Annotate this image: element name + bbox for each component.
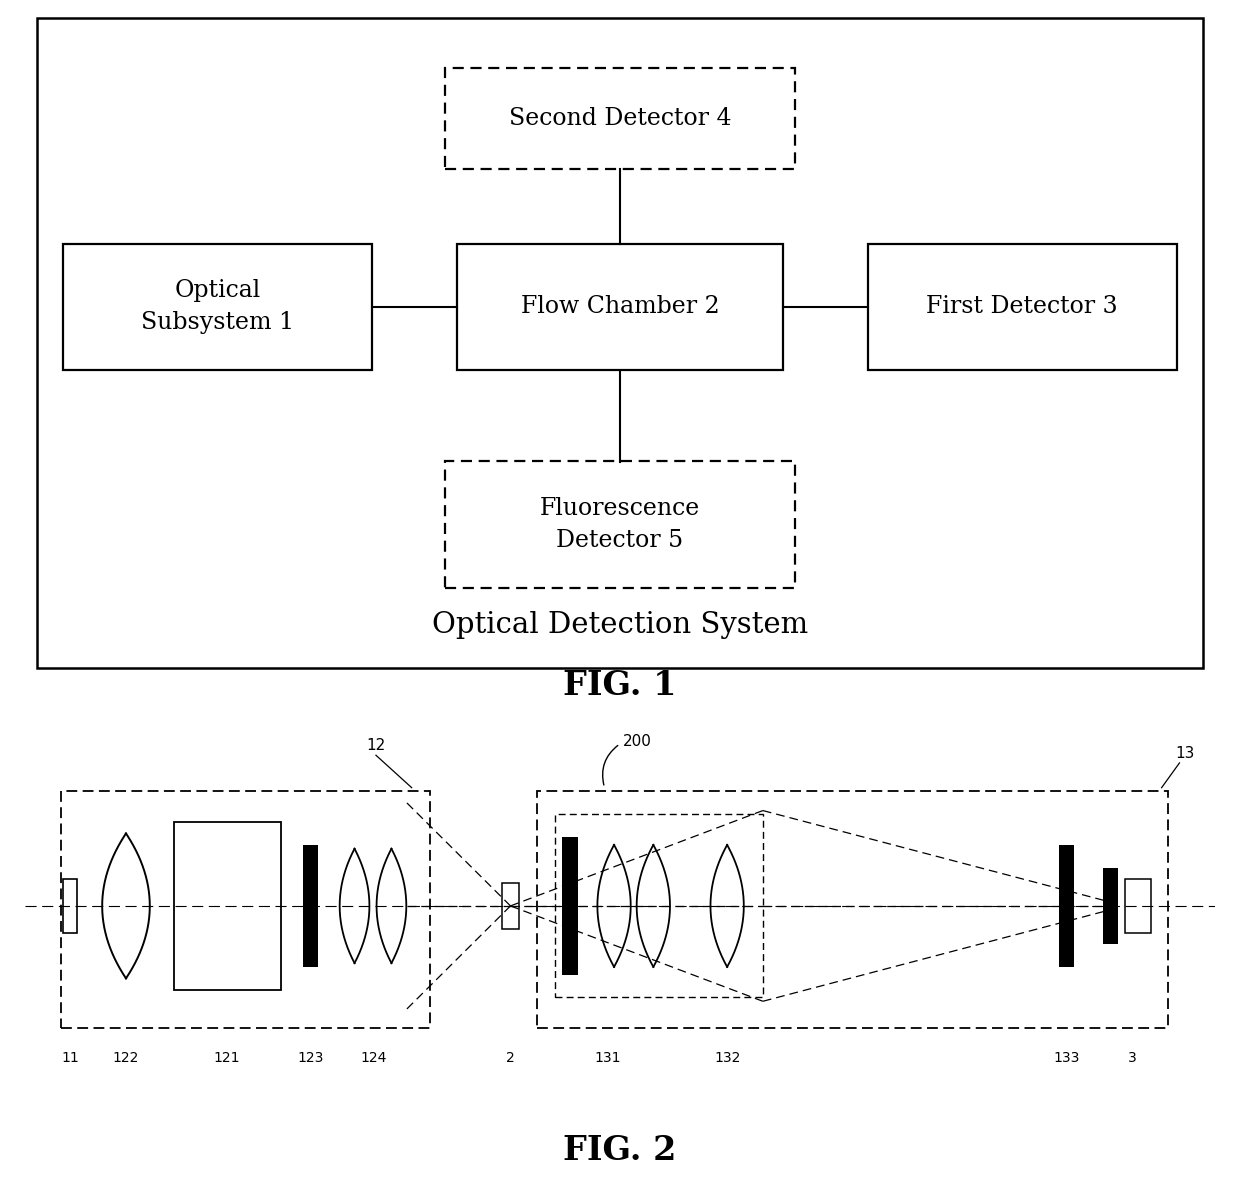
Text: Optical Detection System: Optical Detection System (432, 611, 808, 639)
Bar (456, 243, 784, 371)
Text: 2: 2 (506, 1051, 515, 1066)
Text: FIG. 2: FIG. 2 (563, 1134, 677, 1167)
Text: 122: 122 (113, 1051, 139, 1066)
Text: First Detector 3: First Detector 3 (926, 296, 1118, 318)
Text: FIG. 1: FIG. 1 (563, 669, 677, 702)
Bar (445, 68, 795, 169)
Bar (1059, 845, 1074, 967)
Bar (554, 814, 763, 998)
Bar (445, 461, 795, 588)
Text: Second Detector 4: Second Detector 4 (508, 107, 732, 130)
Text: 123: 123 (298, 1051, 324, 1066)
Text: 131: 131 (595, 1051, 621, 1066)
Text: Fluorescence
Detector 5: Fluorescence Detector 5 (539, 497, 701, 552)
Bar (63, 880, 77, 932)
Bar (1102, 868, 1118, 944)
Text: 12: 12 (366, 738, 386, 753)
Text: 11: 11 (61, 1051, 79, 1066)
Bar (61, 791, 429, 1028)
Text: Optical
Subsystem 1: Optical Subsystem 1 (141, 279, 294, 335)
Bar (562, 837, 578, 975)
Text: 200: 200 (622, 734, 651, 750)
Bar (174, 822, 280, 989)
Text: 3: 3 (1127, 1051, 1136, 1066)
Bar (537, 791, 1168, 1028)
Text: 132: 132 (714, 1051, 740, 1066)
Text: Flow Chamber 2: Flow Chamber 2 (521, 296, 719, 318)
Text: 121: 121 (215, 1051, 241, 1066)
Bar (303, 845, 319, 967)
Text: 133: 133 (1053, 1051, 1080, 1066)
Bar (1125, 880, 1151, 932)
Bar (868, 243, 1177, 371)
Bar (501, 883, 520, 929)
Text: 13: 13 (1176, 746, 1195, 760)
Text: 124: 124 (361, 1051, 387, 1066)
Bar (63, 243, 372, 371)
